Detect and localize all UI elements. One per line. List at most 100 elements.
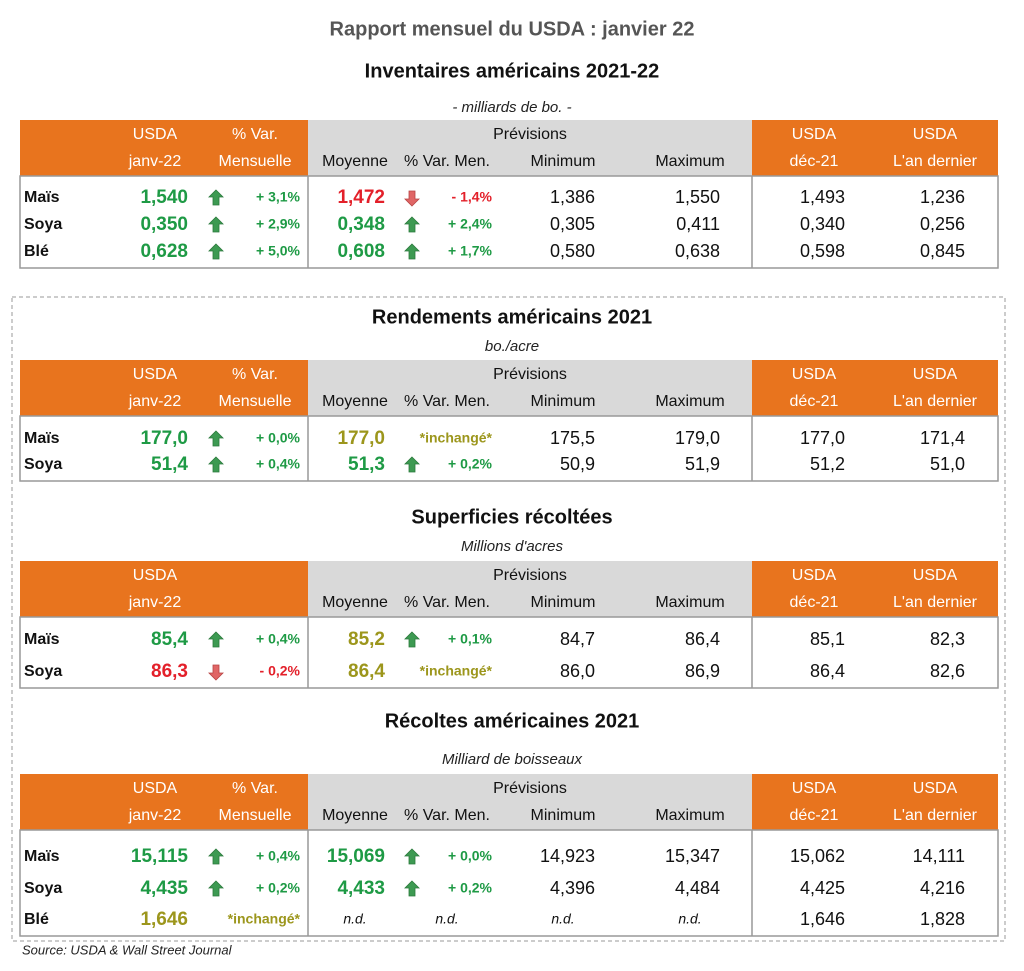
cell-value: + 0,0% bbox=[448, 848, 493, 864]
cell-value: 1,472 bbox=[337, 187, 385, 208]
row-label: Maïs bbox=[24, 189, 60, 206]
header-label: Moyenne bbox=[322, 594, 388, 611]
source: Source: USDA & Wall Street Journal bbox=[22, 942, 233, 957]
section-title: Rendements américains 2021 bbox=[372, 306, 652, 328]
cell-value: + 0,4% bbox=[256, 848, 301, 864]
cell-value: 86,0 bbox=[560, 661, 595, 681]
cell-value: *inchangé* bbox=[228, 911, 301, 927]
header-gray bbox=[308, 774, 752, 830]
header-gray bbox=[308, 360, 752, 416]
cell-value: - 1,4% bbox=[452, 189, 493, 205]
section-unit: Milliard de boisseaux bbox=[442, 751, 583, 768]
header-label: Maximum bbox=[655, 594, 724, 611]
trend-arrow bbox=[404, 190, 420, 207]
cell-value: 0,305 bbox=[550, 214, 595, 234]
cell-value: 1,828 bbox=[920, 909, 965, 929]
header-label: janv-22 bbox=[128, 393, 182, 410]
cell-value: 177,0 bbox=[140, 428, 188, 449]
trend-arrow bbox=[404, 848, 420, 865]
cell-value: 51,2 bbox=[810, 454, 845, 474]
cell-value: + 0,0% bbox=[256, 430, 301, 446]
cell-value: - 0,2% bbox=[260, 663, 301, 679]
header-label: % Var. Men. bbox=[404, 393, 490, 410]
trend-arrow bbox=[404, 243, 420, 260]
header-label: Minimum bbox=[531, 153, 596, 170]
header-label: Maximum bbox=[655, 153, 724, 170]
header-label: Prévisions bbox=[493, 126, 567, 143]
row-label: Maïs bbox=[24, 848, 60, 865]
header-label: Maximum bbox=[655, 807, 724, 824]
cell-value: 85,1 bbox=[810, 629, 845, 649]
section-unit: - milliards de bo. - bbox=[452, 99, 571, 116]
header-label: Moyenne bbox=[322, 807, 388, 824]
cell-value: + 5,0% bbox=[256, 243, 301, 259]
cell-value: 50,9 bbox=[560, 454, 595, 474]
trend-arrow bbox=[404, 456, 420, 473]
cell-value: 86,3 bbox=[151, 661, 188, 682]
section-title: Récoltes américaines 2021 bbox=[385, 710, 640, 732]
header-label: Minimum bbox=[531, 393, 596, 410]
cell-value: 1,540 bbox=[140, 187, 188, 208]
header-label: USDA bbox=[792, 366, 837, 383]
cell-value: 177,0 bbox=[337, 428, 385, 449]
header-label: déc-21 bbox=[790, 393, 839, 410]
header-label: USDA bbox=[133, 366, 178, 383]
cell-value: n.d. bbox=[343, 911, 366, 927]
header-orange bbox=[20, 360, 308, 416]
header-label: USDA bbox=[913, 567, 958, 584]
header-label: % Var. bbox=[232, 366, 278, 383]
header-label: % Var. bbox=[232, 780, 278, 797]
cell-value: + 0,1% bbox=[448, 631, 493, 647]
header-orange bbox=[20, 120, 308, 176]
table-body bbox=[19, 829, 999, 937]
header-label: Minimum bbox=[531, 807, 596, 824]
cell-value: 4,396 bbox=[550, 878, 595, 898]
cell-value: 0,340 bbox=[800, 214, 845, 234]
row-label: Soya bbox=[24, 456, 62, 473]
header-label: USDA bbox=[913, 780, 958, 797]
cell-value: 1,236 bbox=[920, 187, 965, 207]
header-label: déc-21 bbox=[790, 594, 839, 611]
header-label: USDA bbox=[913, 126, 958, 143]
header-orange bbox=[752, 774, 998, 830]
cell-value: 0,256 bbox=[920, 214, 965, 234]
cell-value: 14,111 bbox=[913, 846, 965, 866]
cell-value: + 2,4% bbox=[448, 216, 493, 232]
cell-value: 1,550 bbox=[675, 187, 720, 207]
header-label: Minimum bbox=[531, 594, 596, 611]
cell-value: 0,350 bbox=[140, 214, 188, 235]
cell-value: 0,411 bbox=[676, 214, 720, 234]
row-label: Maïs bbox=[24, 430, 60, 447]
cell-value: 171,4 bbox=[920, 428, 965, 448]
header-label: Prévisions bbox=[493, 567, 567, 584]
cell-value: 1,386 bbox=[550, 187, 595, 207]
cell-value: 0,845 bbox=[920, 241, 965, 261]
cell-value: 15,069 bbox=[327, 846, 385, 867]
cell-value: 51,4 bbox=[151, 454, 188, 475]
cell-value: 4,484 bbox=[675, 878, 720, 898]
trend-arrow bbox=[208, 189, 224, 206]
header-label: janv-22 bbox=[128, 594, 182, 611]
cell-value: 51,0 bbox=[930, 454, 965, 474]
section-title: Inventaires américains 2021-22 bbox=[365, 60, 660, 82]
header-label: % Var. bbox=[232, 126, 278, 143]
cell-value: 84,7 bbox=[560, 629, 595, 649]
cell-value: + 0,4% bbox=[256, 631, 301, 647]
cell-value: 86,4 bbox=[685, 629, 720, 649]
header-orange bbox=[20, 774, 308, 830]
cell-value: 0,580 bbox=[550, 241, 595, 261]
header-label: L'an dernier bbox=[893, 153, 978, 170]
cell-value: n.d. bbox=[435, 911, 458, 927]
cell-value: + 0,2% bbox=[448, 880, 493, 896]
header-label: USDA bbox=[133, 780, 178, 797]
cell-value: 4,216 bbox=[920, 878, 965, 898]
cell-value: 4,425 bbox=[800, 878, 845, 898]
cell-value: 1,646 bbox=[800, 909, 845, 929]
trend-arrow bbox=[208, 880, 224, 897]
cell-value: 14,923 bbox=[540, 846, 595, 866]
trend-arrow bbox=[208, 243, 224, 260]
trend-arrow bbox=[208, 216, 224, 233]
row-label: Blé bbox=[24, 911, 49, 928]
header-label: % Var. Men. bbox=[404, 153, 490, 170]
